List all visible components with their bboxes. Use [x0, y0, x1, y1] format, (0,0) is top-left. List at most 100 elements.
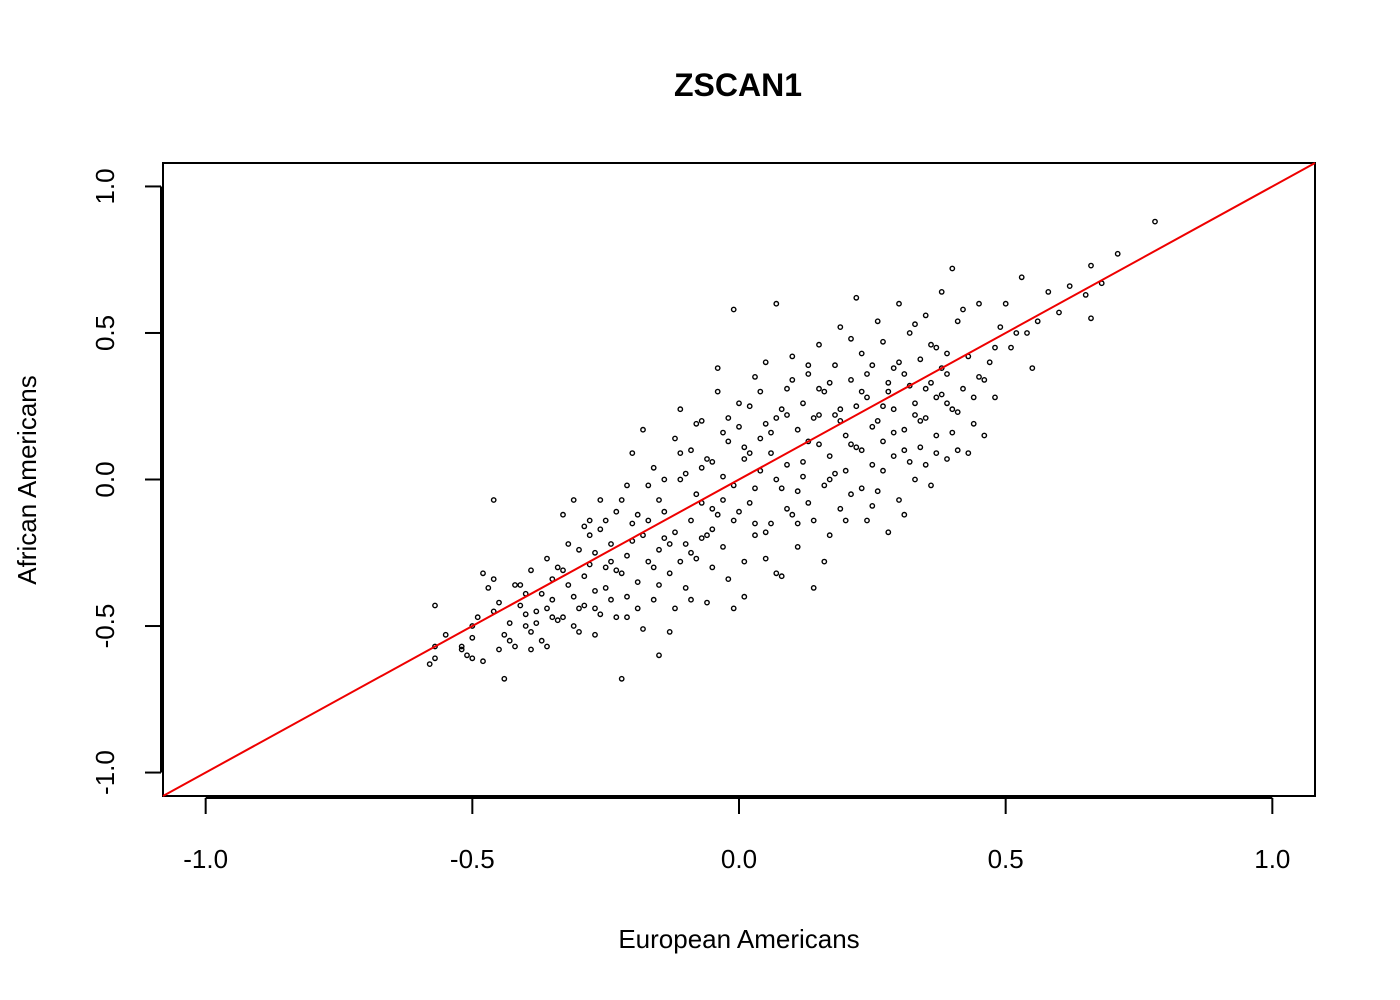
data-point — [746, 403, 753, 410]
data-point — [613, 567, 620, 574]
data-point — [789, 376, 796, 383]
data-point — [773, 300, 780, 307]
data-point — [490, 576, 497, 582]
data-point — [581, 573, 588, 580]
data-point — [1034, 318, 1041, 325]
data-point — [912, 321, 918, 328]
data-point — [677, 476, 684, 483]
data-point — [960, 306, 966, 313]
data-point — [816, 385, 822, 392]
data-point — [880, 338, 886, 345]
data-point — [682, 585, 689, 591]
data-point — [826, 379, 833, 386]
data-point — [725, 576, 732, 582]
data-point — [890, 365, 897, 371]
data-point — [442, 631, 449, 638]
data-point — [645, 558, 652, 565]
data-point — [741, 456, 748, 462]
data-point — [858, 388, 865, 395]
data-point — [746, 450, 753, 456]
data-point — [517, 582, 524, 588]
data-point — [570, 623, 577, 629]
y-tick-label: -0.5 — [90, 604, 120, 649]
data-point — [800, 400, 806, 407]
data-point — [490, 497, 497, 503]
data-point — [645, 517, 652, 524]
data-point — [698, 535, 705, 541]
data-point — [832, 362, 838, 369]
data-point — [752, 520, 758, 527]
data-point — [912, 476, 918, 483]
data-point — [928, 379, 934, 386]
x-tick-label: 0.5 — [988, 844, 1024, 874]
data-point — [656, 652, 662, 659]
data-point — [778, 573, 785, 580]
data-point — [624, 614, 630, 621]
data-point — [810, 517, 817, 524]
data-point — [869, 502, 876, 509]
data-point — [1013, 330, 1020, 336]
data-point — [992, 394, 998, 401]
data-point — [496, 646, 502, 653]
data-point — [560, 567, 566, 574]
data-point — [469, 623, 476, 629]
data-point — [730, 517, 737, 524]
data-point — [672, 529, 678, 536]
data-point — [704, 599, 710, 606]
data-point — [848, 335, 854, 342]
data-point — [613, 614, 620, 621]
y-axis-label: African Americans — [12, 375, 42, 585]
data-point — [608, 558, 614, 565]
data-point — [581, 602, 588, 609]
data-point — [608, 596, 614, 603]
data-point — [773, 570, 780, 577]
data-point — [885, 388, 892, 395]
data-point — [906, 458, 913, 465]
data-point — [970, 420, 977, 427]
data-point — [810, 585, 817, 591]
data-point — [890, 453, 897, 459]
data-point — [517, 602, 524, 609]
data-point — [837, 406, 844, 413]
data-point — [576, 605, 582, 612]
data-point — [880, 438, 886, 445]
data-point — [832, 412, 838, 418]
data-point — [912, 412, 918, 418]
data-point — [618, 497, 625, 503]
x-tick-label: -0.5 — [450, 844, 495, 874]
data-point — [933, 394, 940, 401]
data-point — [597, 611, 604, 618]
data-point — [901, 511, 908, 518]
data-point — [426, 661, 433, 667]
data-point — [944, 456, 950, 462]
data-point — [560, 614, 566, 621]
data-point — [794, 520, 801, 527]
data-point — [864, 371, 870, 377]
data-point — [949, 406, 956, 413]
data-point — [720, 429, 726, 436]
data-point — [933, 450, 940, 456]
data-point — [869, 423, 876, 430]
data-point — [821, 558, 828, 565]
data-point — [965, 450, 972, 456]
data-point — [762, 359, 769, 366]
data-point — [677, 406, 684, 413]
data-point — [688, 549, 694, 556]
data-point — [592, 588, 598, 594]
data-point — [714, 388, 721, 395]
data-point — [458, 646, 465, 653]
data-point — [602, 585, 609, 591]
data-point — [885, 529, 892, 536]
data-point — [800, 458, 806, 465]
data-point — [794, 426, 801, 433]
data-point — [608, 541, 614, 547]
data-point — [816, 341, 822, 348]
data-point — [1088, 262, 1094, 269]
data-point — [826, 476, 833, 483]
data-point — [474, 614, 481, 621]
data-point — [837, 324, 844, 330]
data-point — [538, 637, 545, 644]
data-point — [698, 464, 705, 471]
data-point — [741, 593, 748, 600]
data-point — [592, 605, 598, 612]
